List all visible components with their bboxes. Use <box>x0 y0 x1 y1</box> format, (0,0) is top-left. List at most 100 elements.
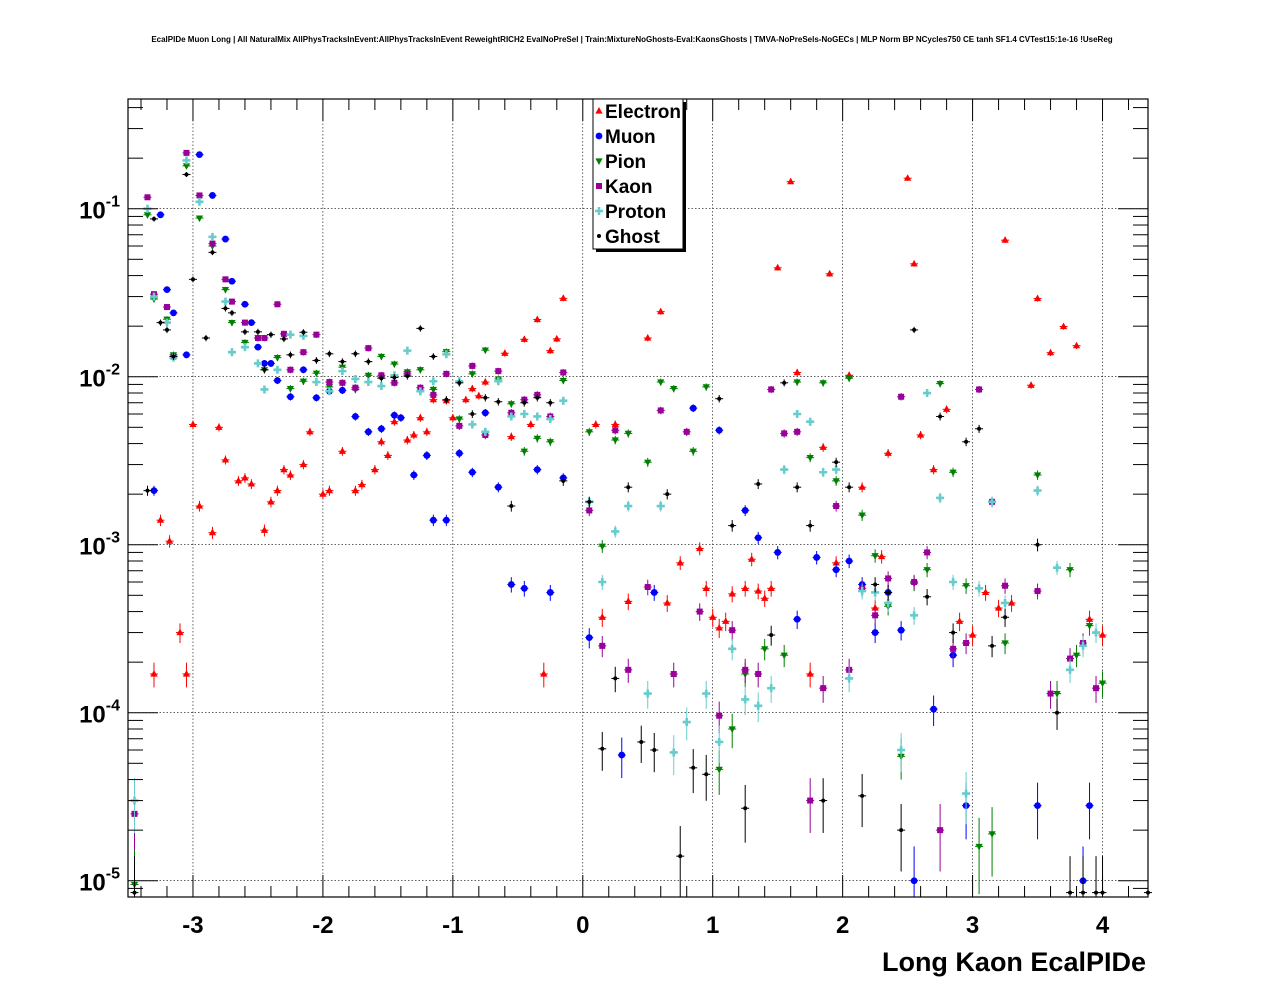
data-point-ghost <box>483 395 488 400</box>
data-point-kaon <box>716 712 723 719</box>
data-point-ghost <box>665 492 670 497</box>
x-tick-label: 3 <box>966 912 979 939</box>
data-point-proton <box>936 493 945 502</box>
data-point-proton <box>507 412 516 421</box>
data-point-pion <box>611 437 619 445</box>
data-point-pion <box>273 354 282 362</box>
data-point-proton <box>702 689 711 698</box>
data-point-ghost <box>691 765 696 770</box>
data-point-electron <box>806 670 814 677</box>
data-point-ghost <box>730 523 735 528</box>
data-point-ghost <box>223 306 228 311</box>
data-point-proton <box>806 417 815 426</box>
data-point-kaon <box>222 276 229 283</box>
legend-label-electron: Electron <box>605 102 681 123</box>
data-point-muon <box>228 277 236 285</box>
data-point-electron <box>306 427 314 435</box>
data-point-pion <box>936 381 944 388</box>
x-tick-label: 1 <box>706 912 719 939</box>
data-point-muon <box>1034 802 1041 809</box>
data-point-proton <box>988 497 997 506</box>
series-layer <box>130 149 1152 897</box>
data-point-ghost <box>210 250 215 255</box>
data-point-proton <box>429 377 438 386</box>
data-point-kaon <box>300 349 307 356</box>
data-point-electron <box>624 597 632 604</box>
data-point-kaon <box>560 369 567 376</box>
data-point-kaon <box>937 827 944 834</box>
data-point-ghost <box>190 277 195 282</box>
data-point-ghost <box>678 854 683 859</box>
data-point-pion <box>988 831 996 838</box>
data-point-muon <box>930 705 938 713</box>
data-point-muon <box>423 452 431 459</box>
data-point-ghost <box>1081 890 1086 895</box>
data-point-muon <box>209 192 216 199</box>
data-point-electron <box>351 486 359 494</box>
data-point-proton <box>767 684 776 693</box>
data-point-ghost <box>951 630 956 635</box>
data-point-muon <box>150 487 158 494</box>
data-point-pion <box>182 163 191 170</box>
data-point-pion <box>670 385 678 393</box>
data-point-proton <box>962 789 971 798</box>
data-point-muon <box>689 404 697 412</box>
data-point-pion <box>559 377 567 385</box>
data-point-muon <box>390 411 398 419</box>
data-point-electron <box>507 432 515 440</box>
data-point-muon <box>254 343 262 351</box>
data-point-electron <box>286 471 295 478</box>
data-point-pion <box>286 385 295 393</box>
data-point-muon <box>196 151 203 159</box>
y-tick-label: 10-3 <box>79 530 120 561</box>
data-point-pion <box>1033 472 1042 480</box>
data-point-muon <box>313 394 320 402</box>
data-point-ghost <box>457 380 462 385</box>
data-point-electron <box>559 294 567 301</box>
data-point-electron <box>267 497 275 505</box>
data-point-pion <box>507 401 515 408</box>
data-point-ghost <box>587 499 592 504</box>
data-point-electron <box>403 436 411 443</box>
data-point-pion <box>195 215 204 223</box>
y-tick-label: 10-2 <box>79 362 120 393</box>
data-point-ghost <box>977 426 982 431</box>
data-point-kaon <box>443 370 450 377</box>
data-point-kaon <box>254 335 261 342</box>
data-point-proton <box>273 365 282 374</box>
data-point-muon <box>157 211 164 219</box>
chart-title: EcalPIDe Muon Long | All NaturalMix AllP… <box>151 35 1112 44</box>
data-point-kaon <box>599 642 606 649</box>
data-point-kaon <box>391 379 398 386</box>
data-point-proton <box>754 701 763 710</box>
data-point-proton <box>546 415 555 424</box>
data-point-ghost <box>132 890 137 895</box>
data-point-pion <box>761 646 769 653</box>
data-point-pion <box>390 361 398 369</box>
data-point-pion <box>143 212 152 219</box>
data-point-proton <box>481 427 490 436</box>
data-point-muon <box>222 235 229 243</box>
data-point-ghost <box>626 485 631 490</box>
data-point-kaon <box>644 584 651 591</box>
data-point-pion <box>228 320 236 327</box>
x-tick-label: 4 <box>1096 912 1110 939</box>
data-point-electron <box>150 670 158 677</box>
data-point-pion <box>624 430 632 438</box>
data-point-electron <box>475 391 483 399</box>
data-point-proton <box>728 644 737 653</box>
data-point-proton <box>1033 486 1042 495</box>
series-electron <box>149 174 1107 688</box>
legend-marker-proton <box>595 207 603 215</box>
data-point-proton <box>598 577 607 586</box>
data-point-kaon <box>1093 685 1100 692</box>
data-point-kaon <box>1067 655 1074 662</box>
data-point-electron <box>338 447 346 454</box>
data-point-ghost <box>255 329 260 334</box>
data-point-muon <box>338 386 346 394</box>
data-point-electron <box>410 430 418 438</box>
data-point-proton <box>643 689 652 698</box>
data-point-muon <box>410 471 418 479</box>
data-point-muon <box>351 413 359 420</box>
data-point-ghost <box>756 481 761 486</box>
